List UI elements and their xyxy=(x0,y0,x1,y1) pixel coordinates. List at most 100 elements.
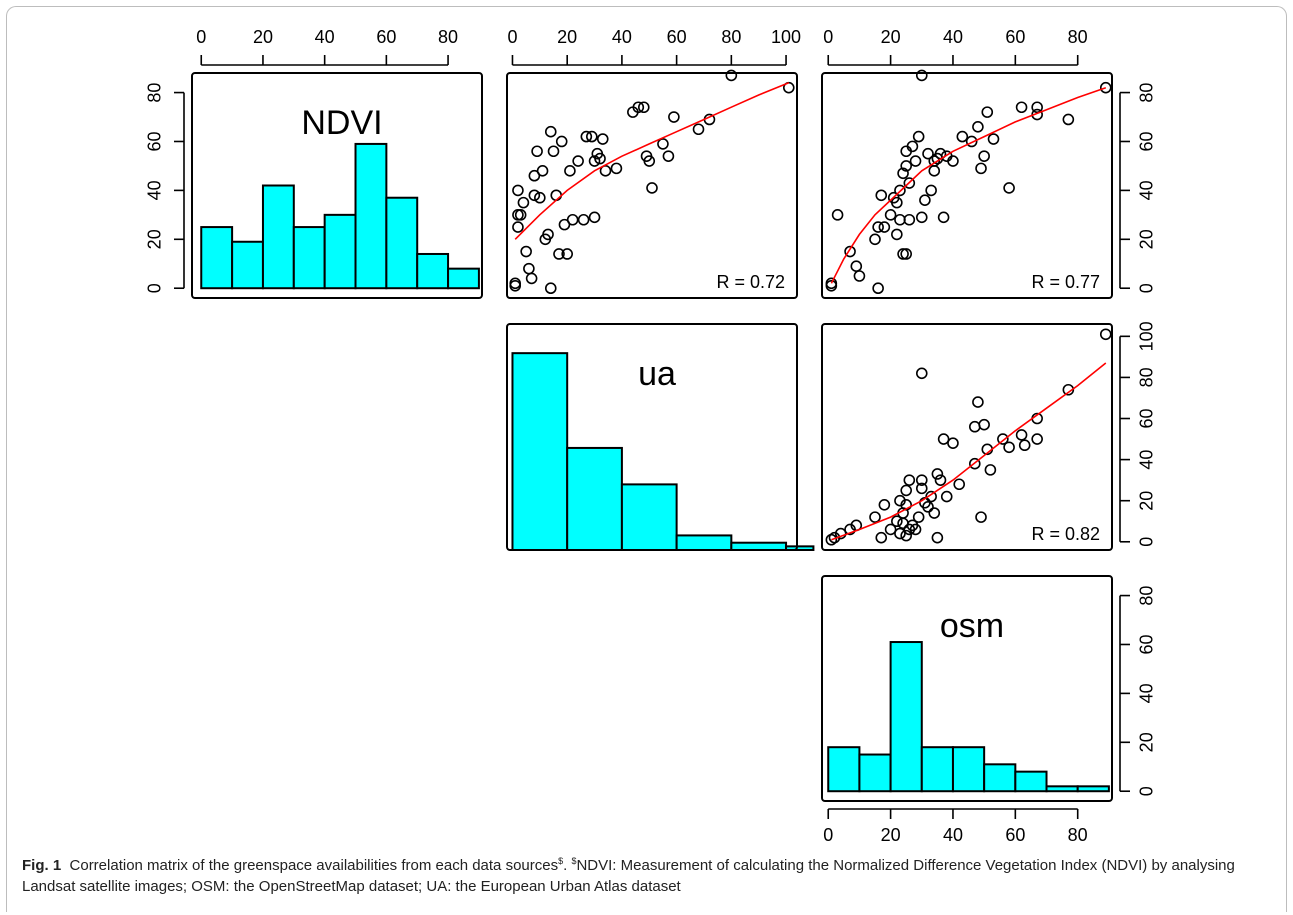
data-point xyxy=(915,211,928,224)
data-point xyxy=(903,177,916,189)
top-axis-tick-label: 80 xyxy=(1068,27,1088,47)
data-point xyxy=(580,130,593,143)
data-point xyxy=(782,81,795,94)
panel-frame xyxy=(821,72,1113,299)
right-axis-tick-label: 80 xyxy=(1137,367,1157,387)
data-point xyxy=(1003,441,1015,454)
data-point xyxy=(850,260,863,273)
data-point xyxy=(662,150,675,162)
histogram-bar xyxy=(261,184,295,290)
data-point xyxy=(872,221,884,233)
data-point xyxy=(572,155,584,167)
right-axis-tick-label: 40 xyxy=(1137,683,1157,703)
data-point xyxy=(875,531,888,544)
data-point xyxy=(831,209,844,221)
data-point xyxy=(550,189,563,202)
data-point xyxy=(878,221,891,233)
data-point xyxy=(1003,182,1015,194)
data-point xyxy=(514,209,527,221)
bottom-axis-tick-label: 80 xyxy=(1068,825,1088,845)
data-point xyxy=(564,165,576,177)
top-axis-tick-label: 40 xyxy=(612,27,632,47)
data-point xyxy=(922,501,934,513)
data-point xyxy=(531,145,543,158)
data-point xyxy=(922,147,934,160)
data-point xyxy=(891,228,903,241)
histogram-bar xyxy=(675,534,733,552)
data-point xyxy=(1099,328,1112,341)
panel-frame xyxy=(506,72,798,299)
histogram-bar xyxy=(416,252,450,290)
data-point xyxy=(912,130,925,143)
data-point xyxy=(897,248,909,260)
bottom-axis-tick-label: 60 xyxy=(1005,825,1025,845)
top-axis-tick-label: 0 xyxy=(196,27,206,47)
data-point xyxy=(1062,383,1075,396)
panel-title: ua xyxy=(638,355,676,393)
histogram-bar xyxy=(951,746,986,793)
data-point xyxy=(965,135,978,148)
data-point xyxy=(528,169,541,182)
data-point xyxy=(547,145,560,158)
top-axis-tick-label: 60 xyxy=(376,27,396,47)
data-point xyxy=(610,162,623,175)
histogram-bar xyxy=(292,226,326,290)
correlation-label: R = 0.72 xyxy=(716,272,785,292)
right-axis-tick-label: 20 xyxy=(1137,229,1157,249)
data-point xyxy=(928,155,941,167)
data-point xyxy=(692,123,705,136)
data-point xyxy=(853,270,866,282)
data-point xyxy=(875,189,888,202)
panel-frame xyxy=(191,72,483,299)
top-axis-tick-label: 20 xyxy=(557,27,577,47)
right-axis-tick-label: 60 xyxy=(1137,408,1157,428)
data-point xyxy=(915,482,928,495)
panel-row1-col3: R = 0.77 0 20 40 60 80 0 20 40 60 80 xyxy=(821,27,1157,299)
histogram-bar xyxy=(447,267,480,290)
data-point xyxy=(1031,101,1043,114)
correlation-label: R = 0.77 xyxy=(1031,272,1100,292)
data-point xyxy=(523,262,535,275)
panel-row1-col1: NDVI 0 20 40 60 80 0 20 40 60 80 xyxy=(145,27,483,299)
data-point xyxy=(544,282,557,295)
data-point xyxy=(891,515,903,528)
left-axis-tick-label: 40 xyxy=(145,180,165,200)
right-axis-tick-label: 0 xyxy=(1137,786,1157,796)
data-point xyxy=(894,184,906,197)
bottom-axis-tick-label: 20 xyxy=(881,825,901,845)
data-point xyxy=(912,511,925,523)
bottom-axis-tick-label: 40 xyxy=(943,825,963,845)
data-point xyxy=(968,420,981,433)
right-axis-tick-label: 80 xyxy=(1137,83,1157,103)
data-point xyxy=(891,196,903,209)
top-axis-tick-label: 0 xyxy=(507,27,517,47)
data-point xyxy=(978,418,990,431)
data-point xyxy=(909,155,922,167)
data-point xyxy=(975,162,987,175)
histogram-bar xyxy=(827,746,861,793)
data-point xyxy=(561,248,573,260)
data-point xyxy=(577,213,590,226)
data-point xyxy=(594,152,606,165)
histogram-bar xyxy=(511,352,569,551)
data-point xyxy=(903,213,916,226)
left-axis-tick-label: 80 xyxy=(145,83,165,103)
data-point xyxy=(566,213,579,226)
data-point xyxy=(542,228,554,241)
data-point xyxy=(517,196,530,209)
top-axis-tick-label: 0 xyxy=(823,27,833,47)
data-point xyxy=(1031,433,1043,445)
panel-frame xyxy=(821,575,1113,802)
top-axis-tick-label: 40 xyxy=(943,27,963,47)
caption-text-3: NDVI: Measurement of calculating the Nor… xyxy=(22,857,1235,895)
data-point xyxy=(956,130,969,143)
right-axis-tick-label: 20 xyxy=(1137,491,1157,511)
caption-sup-1: $ xyxy=(558,856,564,866)
data-point xyxy=(940,490,953,503)
data-point xyxy=(1062,113,1075,126)
data-point xyxy=(878,498,891,511)
top-axis-tick-label: 20 xyxy=(881,27,901,47)
data-point xyxy=(1018,439,1031,452)
left-axis-tick-label: 20 xyxy=(145,229,165,249)
data-point xyxy=(588,155,601,167)
